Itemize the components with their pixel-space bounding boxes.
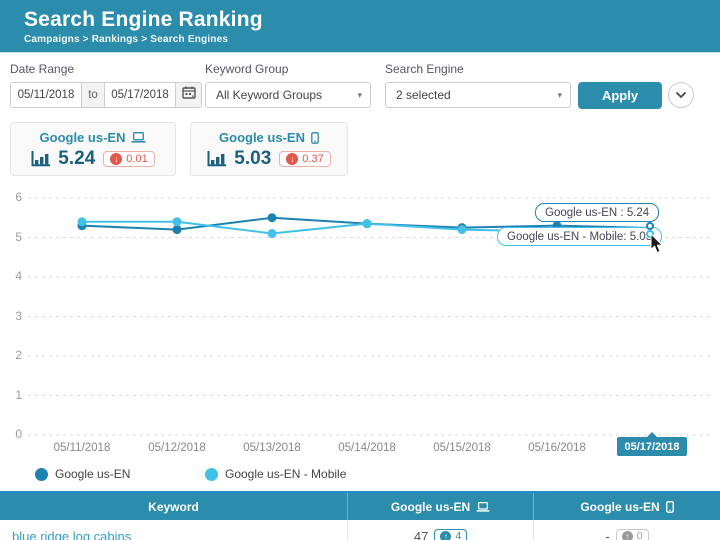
x-axis-label: 05/13/2018 bbox=[243, 442, 301, 454]
desktop-rank-cell: 47 ↑ 4 bbox=[347, 520, 533, 540]
y-axis-label: 0 bbox=[15, 427, 22, 441]
down-arrow-icon: ↓ bbox=[286, 153, 299, 165]
change-badge: ↑ 4 bbox=[434, 529, 468, 540]
chevron-down-icon: ▾ bbox=[557, 89, 562, 100]
y-axis-label: 3 bbox=[15, 308, 22, 323]
legend-item-mobile[interactable]: Google us-EN - Mobile bbox=[205, 467, 346, 481]
date-from-input[interactable] bbox=[11, 83, 81, 107]
chart-svg bbox=[28, 197, 712, 436]
change-badge: ↑ 0 bbox=[615, 529, 649, 540]
y-axis-label: 2 bbox=[15, 348, 22, 362]
mouse-cursor-icon bbox=[650, 234, 664, 254]
laptop-icon bbox=[131, 132, 146, 143]
search-engine-value: 2 selected bbox=[396, 88, 451, 102]
page-title: Search Engine Ranking bbox=[24, 8, 263, 31]
column-header-mobile[interactable]: Google us-EN bbox=[533, 493, 720, 520]
stat-value: 5.03 bbox=[234, 148, 272, 169]
keyword-group-select[interactable]: All Keyword Groups ▾ bbox=[205, 82, 371, 108]
x-axis-label: 05/14/2018 bbox=[338, 442, 396, 454]
apply-button[interactable]: Apply bbox=[578, 82, 662, 109]
stat-card-title: Google us-EN bbox=[219, 130, 305, 145]
stat-card-desktop[interactable]: Google us-EN 5.24 ↓ 0.01 bbox=[10, 122, 176, 176]
breadcrumb[interactable]: Campaigns > Rankings > Search Engines bbox=[24, 34, 229, 45]
keyword-group-label: Keyword Group bbox=[205, 62, 289, 76]
stat-value: 5.24 bbox=[58, 148, 96, 169]
x-axis-label: 05/11/2018 bbox=[53, 442, 111, 454]
down-arrow-icon: ↓ bbox=[110, 153, 123, 165]
calendar-button[interactable] bbox=[175, 83, 201, 107]
mobile-rank-cell: - ↑ 0 bbox=[533, 520, 720, 540]
date-range-picker: to bbox=[10, 82, 202, 108]
keyword-link[interactable]: blue ridge log cabins bbox=[12, 528, 132, 540]
rank-value: - bbox=[605, 528, 610, 540]
legend-item-desktop[interactable]: Google us-EN bbox=[35, 467, 130, 481]
search-engine-select[interactable]: 2 selected ▾ bbox=[385, 82, 571, 108]
x-axis-label: 05/16/2018 bbox=[528, 442, 586, 454]
laptop-icon bbox=[476, 501, 490, 512]
x-axis-label-highlighted: 05/17/2018 bbox=[617, 432, 687, 456]
stat-card-mobile[interactable]: Google us-EN 5.03 ↓ 0.37 bbox=[190, 122, 348, 176]
up-arrow-icon: ↑ bbox=[440, 530, 452, 540]
date-to-input[interactable] bbox=[105, 83, 175, 107]
keyword-group-value: All Keyword Groups bbox=[216, 88, 323, 102]
mobile-icon bbox=[665, 500, 674, 513]
legend-label: Google us-EN bbox=[55, 467, 131, 481]
collapse-panel-button[interactable] bbox=[668, 82, 694, 108]
legend-dot bbox=[35, 467, 48, 481]
y-axis-label: 5 bbox=[15, 229, 22, 244]
stat-card-title: Google us-EN bbox=[39, 130, 126, 145]
chevron-down-icon bbox=[676, 86, 686, 104]
chart-tooltip-mobile: Google us-EN - Mobile: 5.03 bbox=[497, 227, 663, 246]
calendar-icon bbox=[181, 86, 196, 104]
keyword-cell: blue ridge log cabins bbox=[0, 529, 347, 540]
legend-label: Google us-EN - Mobile bbox=[225, 467, 347, 481]
y-axis-label: 4 bbox=[15, 269, 22, 283]
up-arrow-icon: ↑ bbox=[621, 530, 633, 540]
bar-chart-icon bbox=[31, 151, 51, 167]
table-row: blue ridge log cabins 47 ↑ 4 - ↑ 0 bbox=[0, 520, 720, 540]
change-value: 0.01 bbox=[126, 153, 148, 165]
hover-point bbox=[646, 230, 654, 239]
search-engine-label: Search Engine bbox=[385, 62, 464, 76]
date-range-label: Date Range bbox=[10, 62, 75, 76]
column-header-desktop[interactable]: Google us-EN bbox=[347, 493, 533, 520]
legend-dot bbox=[205, 467, 218, 481]
change-value: 4 bbox=[455, 530, 462, 540]
y-axis-label: 6 bbox=[15, 190, 22, 204]
y-axis-label: 1 bbox=[15, 387, 22, 402]
keyword-ranking-table: Keyword Google us-EN Google us-EN blue r… bbox=[0, 491, 720, 540]
change-value: 0.37 bbox=[302, 153, 324, 165]
column-header-keyword[interactable]: Keyword bbox=[148, 499, 199, 514]
change-badge: ↓ 0.37 bbox=[279, 151, 331, 167]
hover-point bbox=[646, 222, 654, 231]
change-value: 0 bbox=[636, 530, 643, 540]
mobile-icon bbox=[311, 131, 319, 144]
table-header-row: Keyword Google us-EN Google us-EN bbox=[0, 493, 720, 520]
app-header: Search Engine Ranking Campaigns > Rankin… bbox=[0, 0, 720, 53]
x-axis-label: 05/15/2018 bbox=[433, 442, 491, 454]
bar-chart-icon bbox=[207, 151, 227, 167]
x-axis-label: 05/12/2018 bbox=[148, 442, 206, 454]
date-to-word: to bbox=[81, 83, 105, 107]
chart-area[interactable]: Google us-EN : 5.24 Google us-EN - Mobil… bbox=[0, 185, 720, 475]
chevron-down-icon: ▾ bbox=[357, 89, 362, 100]
change-badge: ↓ 0.01 bbox=[103, 151, 155, 167]
rank-value: 47 bbox=[413, 528, 429, 540]
chart-tooltip-desktop: Google us-EN : 5.24 bbox=[535, 203, 660, 222]
